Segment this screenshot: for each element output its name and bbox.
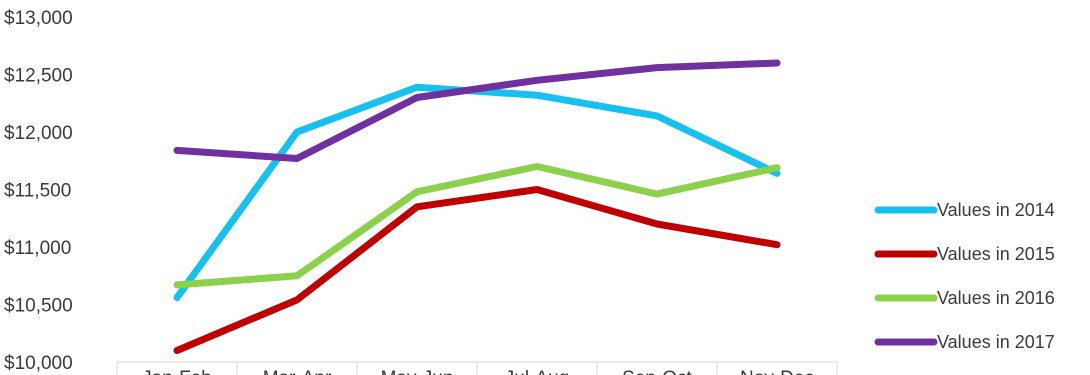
legend: Values in 2014 Values in 2015 Values in 20…	[874, 200, 1055, 352]
x-tick-label: Nov-Dec	[740, 368, 814, 375]
x-tick-label: Jan-Feb	[142, 368, 212, 375]
x-tick-label: Sep-Oct	[622, 368, 692, 375]
legend-label: Values in 2016	[937, 288, 1055, 308]
x-axis: Jan-Feb Mar-Apr May-Jun Jul-Aug Sep-Oct Nov-D…	[116, 361, 838, 375]
x-tick-label: Jul-Aug	[505, 368, 569, 375]
y-tick-label: $10,000	[4, 353, 73, 374]
series-lines	[173, 59, 781, 354]
y-tick-label: $13,000	[4, 8, 73, 29]
series-line-2	[173, 186, 781, 354]
y-tick-label: $11,500	[4, 181, 71, 202]
legend-label: Values in 2017	[937, 332, 1055, 352]
y-tick-label: $11,000	[4, 238, 71, 259]
y-axis-labels: $10,000 $10,500 $11,000 $11,500 $12,000 $12,5…	[4, 8, 73, 374]
y-tick-label: $10,500	[4, 296, 73, 317]
series-line-3	[173, 163, 781, 289]
y-tick-label: $12,500	[4, 66, 73, 87]
legend-label: Values in 2014	[937, 200, 1055, 220]
series-line-1	[173, 83, 781, 302]
legend-label: Values in 2015	[937, 244, 1055, 264]
x-tick-label: May-Jun	[381, 368, 454, 375]
series-line-4	[173, 59, 781, 162]
x-tick-label: Mar-Apr	[263, 368, 332, 375]
y-tick-label: $12,000	[4, 123, 73, 144]
